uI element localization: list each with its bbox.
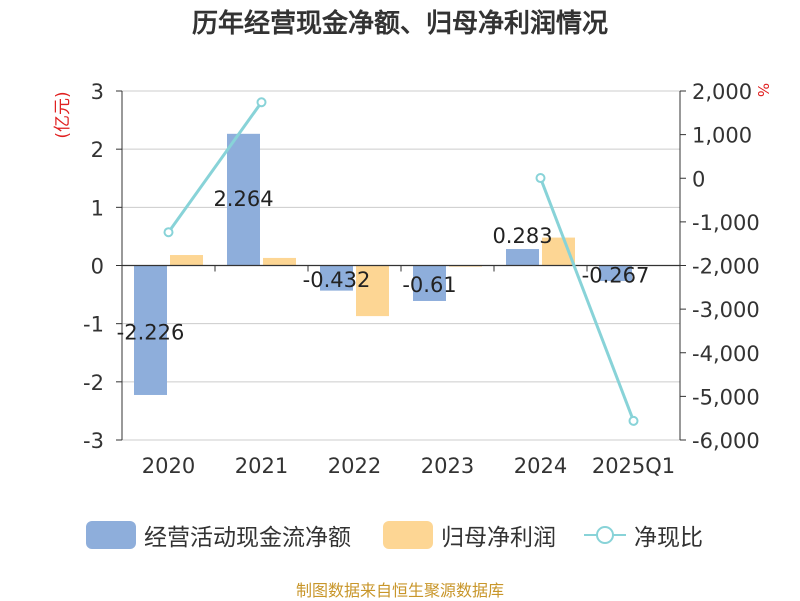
bar-operating-cash-flow [320, 265, 353, 291]
x-tick-label: 2024 [514, 454, 567, 478]
ratio-point [256, 97, 267, 108]
bar-data-label: -0.61 [402, 273, 456, 297]
x-tick-label: 2021 [235, 454, 288, 478]
bar-operating-cash-flow [413, 265, 446, 301]
legend: 经营活动现金流净额 归母净利润 净现比 [0, 517, 800, 553]
bar-net-profit [356, 265, 389, 317]
right-tick-label: 1,000 [692, 124, 752, 148]
right-tick-label: 2,000 [692, 80, 752, 104]
legend-label: 经营活动现金流净额 [144, 525, 351, 551]
x-tick-label: 2025Q1 [592, 454, 675, 478]
x-tick-label: 2023 [421, 454, 474, 478]
legend-line-marker-icon [584, 521, 626, 549]
bar-operating-cash-flow [134, 265, 167, 395]
left-tick-label: -1 [83, 313, 104, 337]
source-note: 制图数据来自恒生聚源数据库 [295, 581, 504, 600]
legend-label: 归母净利润 [441, 525, 556, 551]
left-tick-label: -3 [83, 429, 104, 453]
left-tick-label: 0 [91, 255, 104, 279]
bar-operating-cash-flow [506, 249, 539, 266]
right-axis-unit: % [754, 83, 772, 97]
right-tick-label: -5,000 [692, 385, 760, 409]
legend-swatch-blue [86, 521, 136, 549]
ratio-line-segment [539, 177, 635, 422]
ratio-line-segment [167, 101, 263, 234]
bar-data-label: 2.264 [213, 187, 273, 211]
right-tick-label: -1,000 [692, 211, 760, 235]
left-tick-label: -2 [83, 371, 104, 395]
bar-net-profit [170, 255, 203, 266]
right-tick-label: -4,000 [692, 342, 760, 366]
legend-swatch-orange [383, 521, 433, 549]
bar-data-label: -0.432 [303, 268, 371, 292]
legend-item-cash-ratio[interactable]: 净现比 [584, 517, 703, 553]
left-tick-label: 2 [91, 138, 104, 162]
bar-data-label: -2.226 [117, 320, 185, 344]
ratio-point [628, 415, 639, 426]
left-axis-unit: (亿元) [53, 91, 73, 138]
chart-title: 历年经营现金净额、归母净利润情况 [192, 8, 608, 39]
right-tick-label: 0 [692, 167, 705, 191]
x-tick-label: 2022 [328, 454, 381, 478]
ratio-point [163, 227, 174, 238]
bar-data-label: 0.283 [492, 224, 552, 248]
x-tick-label: 2020 [142, 454, 195, 478]
left-tick-label: 1 [91, 196, 104, 220]
right-tick-label: -6,000 [692, 429, 760, 453]
right-tick-label: -3,000 [692, 298, 760, 322]
chart: 历年经营现金净额、归母净利润情况 (亿元) % 3 2 1 0 -1 -2 -3 2,000 1… [53, 8, 772, 478]
legend-label: 净现比 [634, 525, 703, 551]
bar-operating-cash-flow [227, 133, 260, 266]
bar-data-label: -0.267 [582, 263, 650, 287]
bar-operating-cash-flow [599, 265, 632, 282]
ratio-point [535, 173, 546, 184]
right-tick-label: -2,000 [692, 255, 760, 279]
left-tick-label: 3 [91, 80, 104, 104]
legend-item-net-profit[interactable]: 归母净利润 [383, 517, 556, 553]
bar-net-profit [263, 257, 296, 266]
legend-item-operating-cash-flow[interactable]: 经营活动现金流净额 [86, 517, 351, 553]
